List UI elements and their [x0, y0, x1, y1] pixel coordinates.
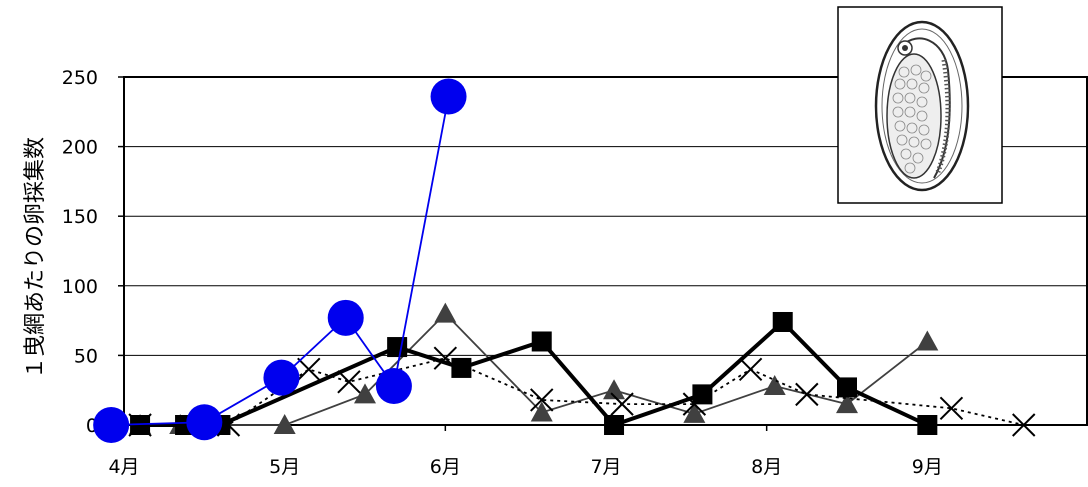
y-tick-label: 100 — [62, 276, 98, 298]
data-point-triangle — [763, 375, 786, 396]
x-tick-label: 7月 — [590, 456, 621, 478]
x-tick-labels: 4月 5月 6月 7月 8月 9月 — [108, 425, 943, 478]
data-point-square — [531, 331, 552, 352]
series-layer — [93, 78, 1036, 443]
data-point-square — [387, 337, 408, 358]
series-circle — [93, 78, 467, 443]
data-point-circle — [186, 404, 223, 441]
data-point-triangle — [273, 414, 296, 434]
y-tick-label: 150 — [62, 206, 98, 228]
data-point-circle — [263, 359, 300, 396]
data-point-x — [610, 392, 634, 416]
series-x — [128, 346, 1036, 437]
x-tick-label: 8月 — [751, 456, 782, 478]
data-point-x — [1012, 413, 1036, 437]
data-point-square — [604, 415, 625, 435]
data-point-circle — [327, 299, 364, 336]
data-point-triangle — [603, 379, 626, 400]
data-point-triangle — [916, 330, 939, 351]
data-point-x — [530, 388, 554, 412]
y-tick-label: 50 — [74, 345, 98, 367]
data-point-square — [837, 377, 857, 398]
x-tick-label: 4月 — [108, 456, 139, 478]
x-tick-label: 6月 — [430, 456, 461, 478]
y-tick-label: 250 — [62, 67, 98, 89]
data-point-x — [337, 370, 361, 394]
fish-egg-icon — [837, 6, 1003, 204]
data-point-circle — [430, 78, 467, 115]
data-point-square — [772, 311, 793, 332]
series-triangle — [129, 302, 939, 434]
data-point-x — [795, 382, 819, 407]
data-point-square — [917, 415, 938, 435]
data-point-triangle — [530, 401, 553, 422]
y-tick-label: 200 — [62, 137, 98, 159]
data-point-circle — [93, 407, 130, 443]
data-point-triangle — [354, 383, 376, 404]
data-point-triangle — [836, 393, 858, 414]
data-point-triangle — [683, 402, 706, 423]
data-point-x — [297, 357, 321, 382]
x-tick-label: 5月 — [269, 456, 300, 478]
data-point-square — [451, 357, 472, 378]
data-point-x — [738, 357, 763, 382]
x-tick-label: 9月 — [912, 456, 943, 478]
data-point-triangle — [434, 302, 457, 323]
y-axis-label: １曳網あたりの卵採集数 — [23, 137, 48, 379]
data-point-x — [939, 396, 964, 421]
data-point-square — [692, 384, 713, 405]
data-point-circle — [375, 368, 412, 405]
